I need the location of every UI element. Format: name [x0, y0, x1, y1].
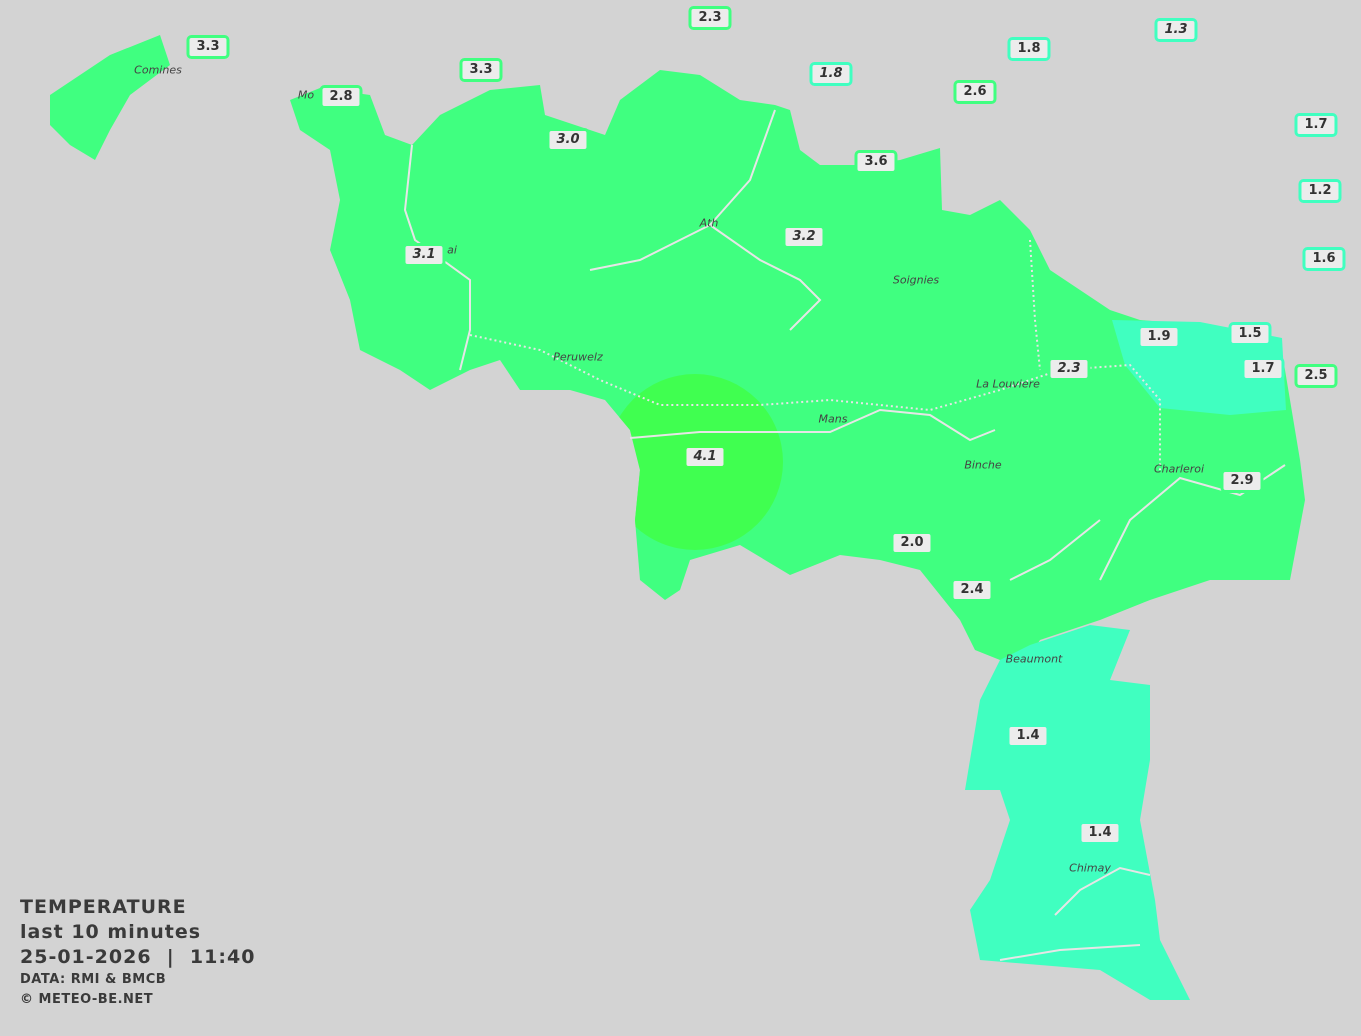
city-label: Soignies [892, 273, 940, 287]
station-temperature[interactable]: 3.1 [402, 243, 446, 267]
rivers [403, 109, 1286, 961]
province-region-north [290, 70, 1305, 660]
station-temperature[interactable]: 1.7 [1294, 113, 1338, 137]
legend-title: TEMPERATURE [20, 896, 187, 918]
station-temperature[interactable]: 3.0 [546, 128, 590, 152]
station-temperature[interactable]: 4.1 [683, 445, 727, 469]
station-temperature[interactable]: 2.8 [319, 85, 363, 109]
station-temperature[interactable]: 1.4 [1078, 821, 1122, 845]
station-temperature[interactable]: 2.4 [950, 578, 994, 602]
city-label: La Louviere [976, 377, 1040, 391]
station-temperature[interactable]: 2.0 [890, 531, 934, 555]
station-temperature[interactable]: 3.3 [459, 58, 503, 82]
station-temperature[interactable]: 3.6 [854, 150, 898, 174]
legend-datetime: 25-01-2026 | 11:40 [20, 946, 256, 968]
station-temperature[interactable]: 3.2 [782, 225, 826, 249]
station-temperature[interactable]: 1.9 [1137, 325, 1181, 349]
canals [469, 239, 1161, 470]
legend-period: last 10 minutes [20, 921, 202, 943]
province-region-south [965, 625, 1190, 1000]
station-temperature[interactable]: 1.8 [1007, 37, 1051, 61]
city-label: Beaumont [1005, 652, 1063, 666]
legend-source: DATA: RMI & BMCB [20, 972, 167, 987]
city-label: Chimay [1069, 861, 1111, 875]
station-temperature[interactable]: 2.9 [1220, 469, 1264, 493]
station-temperature[interactable]: 2.3 [688, 6, 732, 30]
city-label: Charleroi [1153, 462, 1205, 476]
station-temperature[interactable]: 1.2 [1298, 179, 1342, 203]
station-temperature[interactable]: 1.7 [1241, 357, 1285, 381]
legend-copyright: © METEO-BE.NET [20, 992, 154, 1007]
city-label: ai [447, 243, 457, 257]
comines-enclave [50, 35, 170, 160]
city-label: Mans [818, 412, 848, 426]
station-temperature[interactable]: 1.4 [1006, 724, 1050, 748]
city-label: Peruwelz [553, 350, 603, 364]
city-label: Binche [964, 458, 1002, 472]
station-temperature[interactable]: 2.3 [1047, 357, 1091, 381]
legend: TEMPERATURE last 10 minutes 25-01-2026 |… [20, 895, 255, 1010]
station-temperature[interactable]: 2.6 [953, 80, 997, 104]
city-label: Ath [699, 216, 719, 230]
city-label: Comines [134, 63, 182, 77]
station-temperature[interactable]: 1.3 [1154, 18, 1198, 42]
station-temperature[interactable]: 3.3 [186, 35, 230, 59]
station-temperature[interactable]: 2.5 [1294, 364, 1338, 388]
city-label: Mo [297, 88, 315, 102]
station-temperature[interactable]: 1.5 [1228, 322, 1272, 346]
station-temperature[interactable]: 1.8 [809, 62, 853, 86]
station-temperature[interactable]: 1.6 [1302, 247, 1346, 271]
